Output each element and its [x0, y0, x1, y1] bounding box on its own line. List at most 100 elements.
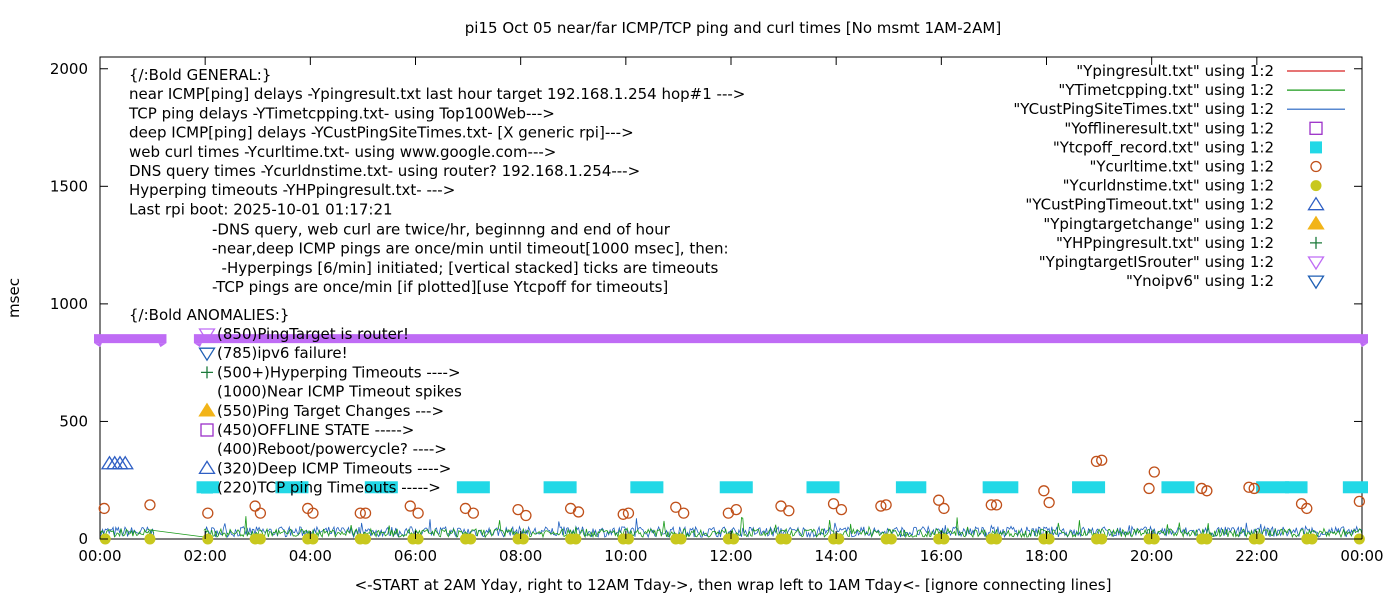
note-annotation: -DNS query, web curl are twice/hr, begin…: [212, 221, 671, 239]
series-ycurldnstime-point: [938, 533, 950, 545]
series-ycustpingtimeout-point: [116, 455, 134, 470]
general-annotation: TCP ping delays -YTimetcpping.txt- using…: [128, 104, 555, 122]
x-tick-label: 20:00: [1130, 547, 1173, 565]
series-ycurltime-point: [307, 507, 319, 519]
anomaly-marker: [198, 460, 216, 475]
legend-entry: "YTimetcpping.txt" using 1:2: [1058, 81, 1274, 99]
series-ycurltime-point: [202, 507, 214, 519]
legend-marker-sample: [1307, 256, 1325, 271]
series-ytcpoff-record-marker: [275, 481, 309, 494]
legend-marker-sample: [1307, 215, 1325, 230]
series-ycurltime-point: [1248, 482, 1260, 495]
series-ycurltime-point: [1148, 466, 1160, 478]
series-ytcpoff-record-marker: [1256, 481, 1290, 494]
series-ycurldnstime-point: [570, 533, 582, 545]
series-ycurltime-point: [520, 509, 532, 522]
anomaly-marker: [201, 366, 213, 379]
series-ytcpoff-record-marker: [982, 481, 1019, 494]
series-ycurldnstime-point: [780, 533, 792, 545]
series-ycurldnstime-point: [307, 533, 319, 545]
series-ycurltime-point: [98, 502, 110, 515]
x-tick-label: 00:00: [78, 547, 121, 565]
series-ytcpoff-record-marker: [1161, 481, 1195, 494]
series-ycurltime-point: [1201, 485, 1213, 497]
general-annotation: {/:Bold GENERAL:}: [129, 66, 271, 84]
general-annotation: Last rpi boot: 2025-10-01 01:17:21: [129, 200, 393, 218]
series-ytcpoff-record-marker: [1072, 481, 1106, 494]
legend-entry: "Ypingresult.txt" using 1:2: [1076, 62, 1274, 80]
legend-marker-sample: [1310, 180, 1322, 192]
general-annotation: deep ICMP[ping] delays -YCustPingSiteTim…: [129, 124, 634, 142]
series-ycurltime-point: [467, 507, 479, 519]
anomaly-annotation: (450)OFFLINE STATE ----->: [217, 421, 414, 439]
anomaly-annotation: (220)TCP ping Timeouts ----->: [217, 479, 441, 497]
y-tick-label: 1500: [50, 177, 88, 195]
series-ypingtargetisrouter-marker: [1360, 343, 1368, 348]
series-ycurldnstime-point: [885, 533, 897, 545]
x-tick-label: 14:00: [815, 547, 858, 565]
series-ycurltime-point: [404, 500, 416, 512]
series-ypingtargetisrouter-band: [94, 334, 167, 344]
anomaly-marker: [198, 328, 216, 343]
series-ycurltime-point: [622, 507, 635, 519]
legend-entry: "YCustPingTimeout.txt" using 1:2: [1025, 196, 1274, 214]
series-ycustpingtimeout-point: [111, 455, 129, 470]
series-ycurltime-point: [827, 498, 840, 510]
y-tick-label: 2000: [50, 60, 88, 78]
series-ycurltime-point: [254, 507, 267, 519]
axes: 00:00 02:00 04:00 06:00 08:00 10:00 12:00 14:00…: [50, 57, 1384, 565]
legend-entry: "Ynoipv6" using 1:2: [1126, 272, 1274, 290]
legend: "Ypingresult.txt" using 1:2"YTimetcpping…: [1013, 62, 1345, 290]
series-ycurltime-point: [359, 507, 372, 519]
legend-marker-sample: [1310, 236, 1322, 249]
series-ypingtargetisrouter-band: [193, 334, 1369, 344]
series-ycurltime-point: [678, 507, 690, 519]
series-ytcpoff-record-marker: [1285, 481, 1308, 494]
series-ycurldnstime-point: [1306, 533, 1318, 545]
legend-entry: "YHPpingresult.txt" using 1:2: [1056, 234, 1274, 252]
series-ycurltime-point: [572, 506, 585, 518]
series-ytcpoff-record-marker: [364, 481, 398, 494]
series-ycurldnstime-point: [360, 533, 372, 545]
anomaly-annotation: (400)Reboot/powercycle? ---->: [217, 440, 447, 458]
series-ycustpingtimeout-point: [106, 455, 124, 470]
x-tick-label: 06:00: [394, 547, 437, 565]
legend-marker-sample: [1310, 141, 1322, 154]
chart-title: pi15 Oct 05 near/far ICMP/TCP ping and c…: [465, 19, 1001, 37]
x-tick-label: 00:00: [1340, 547, 1383, 565]
series-ycurltime-point: [1243, 481, 1255, 493]
general-annotation: DNS query times -Ycurldnstime.txt- using…: [129, 162, 640, 180]
series-ytcpoff-record-marker: [806, 481, 840, 494]
series-ycurldnstime-point: [1043, 533, 1055, 545]
series-ycurltime-point: [670, 501, 682, 513]
x-tick-label: 04:00: [289, 547, 332, 565]
legend-entry: "Ycurltime.txt" using 1:2: [1089, 158, 1274, 176]
series-ycurltime-point: [512, 503, 524, 516]
series-ycurldnstime-point: [728, 533, 740, 545]
anomaly-annotation: (850)PingTarget is router!: [217, 325, 409, 343]
series-ycurltime-point: [783, 505, 795, 517]
legend-entry: "YpingtargetISrouter" using 1:2: [1039, 253, 1274, 271]
note-annotation: -TCP pings are once/min [if plotted][use…: [212, 278, 668, 296]
note-annotation: -near,deep ICMP pings are once/min until…: [212, 240, 729, 258]
series-ycurltime-point: [1090, 455, 1103, 468]
series-ycurltime-point: [1096, 454, 1108, 466]
series-ycurldnstime-point: [1201, 533, 1213, 545]
series-ycurldnstime-point: [1253, 533, 1265, 545]
series-ycurltime-point: [730, 503, 742, 516]
series-ycurltime-point: [1195, 482, 1208, 495]
anomaly-marker: [201, 481, 213, 494]
x-axis-label: <-START at 2AM Yday, right to 12AM Tday-…: [355, 576, 1112, 594]
series-ycurltime-point: [985, 499, 997, 511]
legend-marker-sample: [1310, 160, 1322, 173]
note-annotation: -Hyperpings [6/min] initiated; [vertical…: [212, 259, 718, 277]
x-tick-label: 16:00: [920, 547, 963, 565]
y-tick-label: 0: [78, 530, 88, 548]
x-tick-label: 22:00: [1235, 547, 1278, 565]
series-ytcpoff-record-marker: [456, 481, 490, 494]
series-ycurltime-point: [354, 507, 366, 519]
anomaly-annotation: (785)ipv6 failure!: [217, 344, 348, 362]
series-ycurldnstime-point: [465, 533, 477, 545]
series-ycurldnstime-point: [517, 533, 529, 545]
